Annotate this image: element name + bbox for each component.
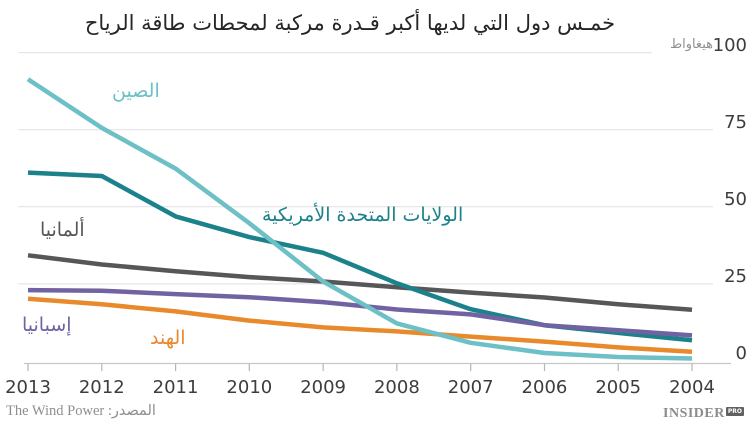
- source-note: المصدر: The Wind Power: [6, 403, 156, 419]
- series-label-germany: ألمانيا: [40, 219, 85, 241]
- insider-logo-text: INSIDER: [663, 406, 725, 421]
- y-tick-label: 0: [735, 343, 747, 364]
- x-tick-label: 2012: [78, 377, 125, 398]
- y-tick-label: 50: [724, 188, 747, 210]
- chart-title: خمـس دول التي لديها أكبر قـدرة مركبة لمح…: [84, 11, 616, 35]
- y-tick-label: 25: [724, 265, 747, 287]
- x-tick-label: 2011: [152, 377, 199, 398]
- series-label-usa: الولايات المتحدة الأمريكية: [262, 204, 464, 226]
- x-tick-label: 2007: [447, 377, 494, 398]
- y-tick-label: 100: [712, 34, 747, 56]
- x-tick-label: 2009: [300, 377, 347, 398]
- insider-logo: INSIDER PRO: [663, 406, 744, 422]
- x-tick-label: 2008: [373, 377, 420, 398]
- series-line-germany: [27, 253, 693, 313]
- insider-logo-badge: PRO: [725, 407, 744, 416]
- series-line-india: [27, 296, 693, 355]
- x-tick-label: 2006: [521, 377, 568, 398]
- y-tick-label: 75: [724, 111, 747, 133]
- series-label-india: الهند: [150, 327, 186, 349]
- x-tick-label: 2005: [595, 377, 642, 398]
- x-tick-label: 2013: [5, 377, 51, 398]
- series-line-usa: [27, 170, 693, 343]
- x-tick-label: 2010: [226, 377, 273, 398]
- x-tick-label: 2004: [669, 377, 715, 398]
- series-line-china: [26, 77, 693, 361]
- series-label-china: الصين: [112, 80, 160, 102]
- series-label-spain: إسبانيا: [22, 314, 72, 336]
- y-axis-unit-label: هيغاواط: [670, 37, 713, 52]
- series-line-spain: [27, 287, 693, 338]
